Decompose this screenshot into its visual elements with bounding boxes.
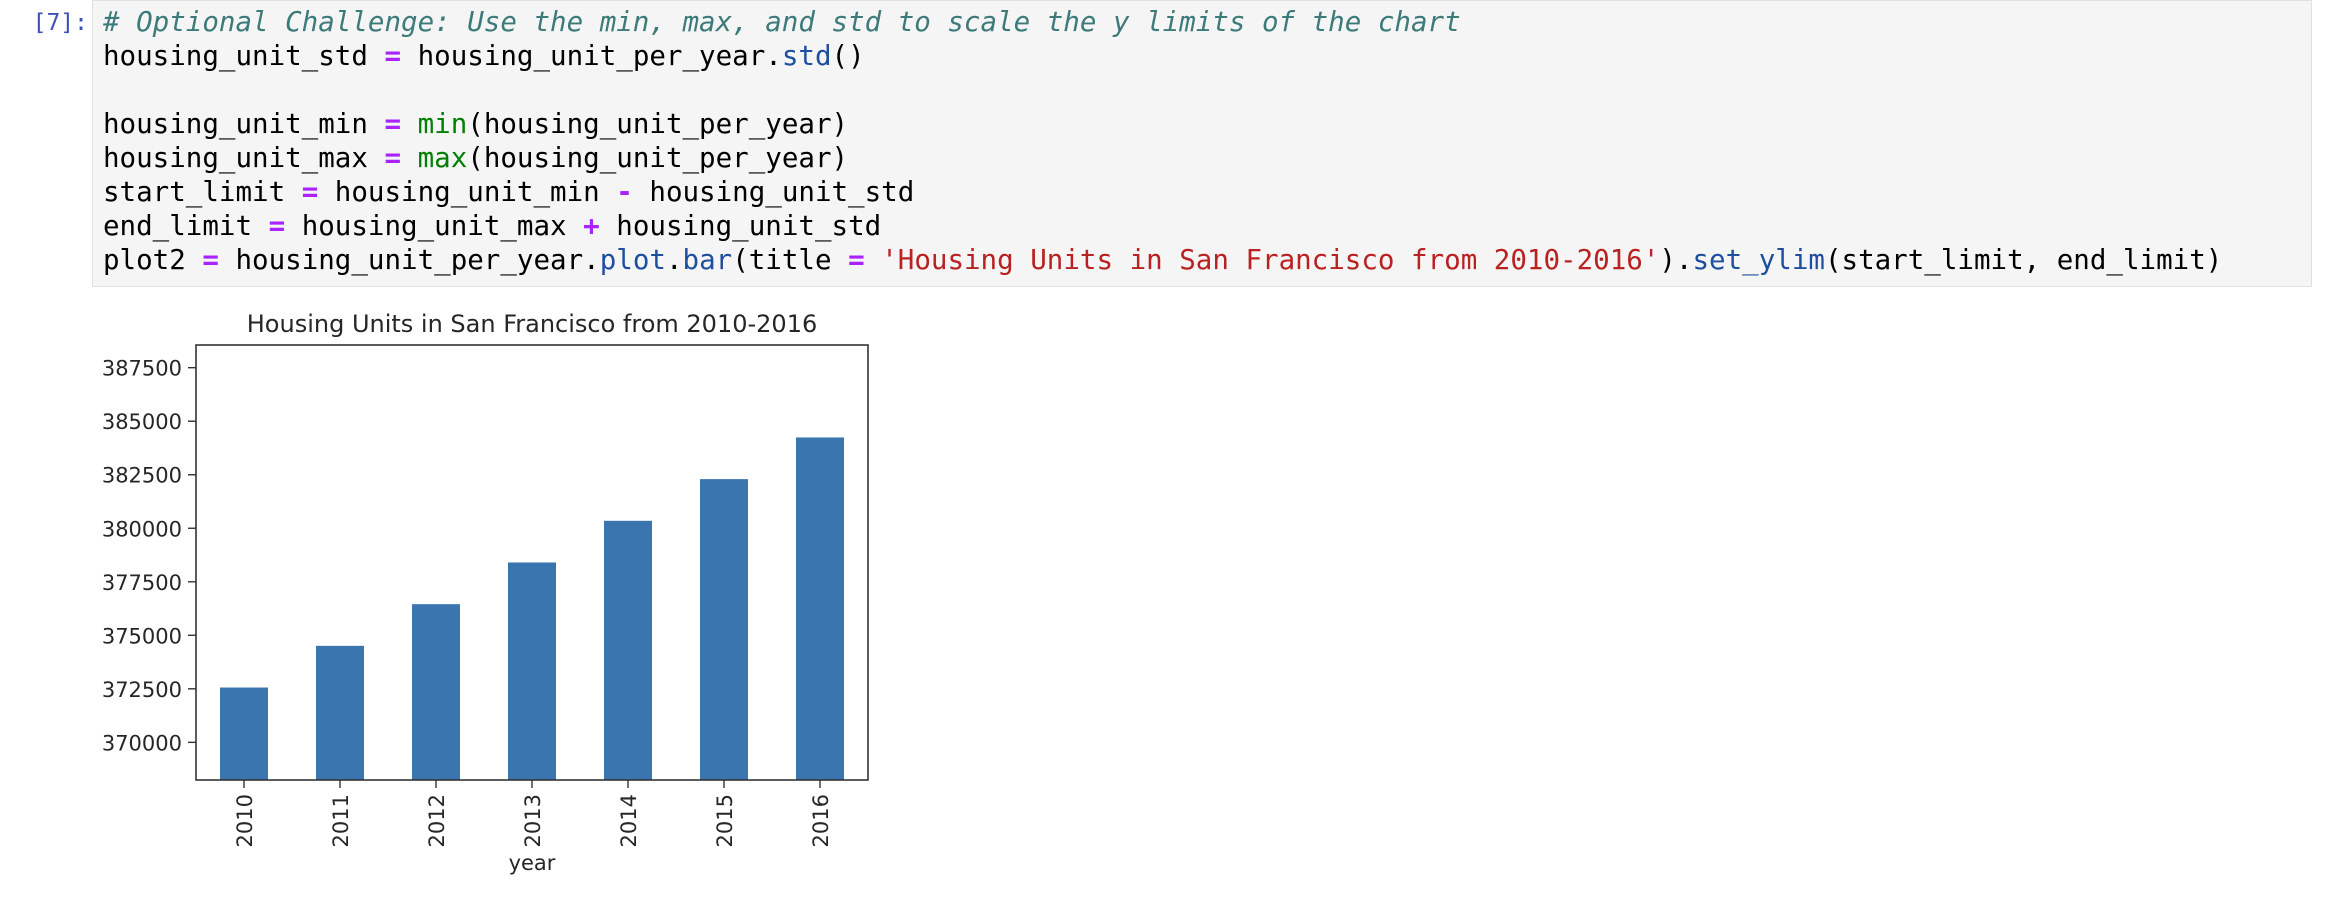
code-token: () — [831, 40, 865, 72]
code-token: 'Housing Units in San Francisco from 201… — [881, 244, 1660, 276]
code-token: std — [781, 40, 832, 72]
x-axis-label: year — [509, 851, 556, 875]
code-token: ). — [1659, 244, 1693, 276]
code-line: start_limit = housing_unit_min - housing… — [103, 175, 2222, 209]
code-token: housing_unit_min — [318, 176, 617, 208]
code-token: (housing_unit_per_year) — [467, 142, 849, 174]
bar-2014 — [604, 520, 652, 780]
code-token: housing_unit_max — [103, 142, 385, 174]
x-tick-label: 2011 — [329, 794, 353, 847]
code-token: . — [665, 244, 683, 276]
code-token: = — [301, 176, 319, 208]
code-token: + — [583, 210, 600, 242]
x-tick-label: 2010 — [233, 794, 257, 847]
code-token: housing_unit_per_year. — [218, 244, 600, 276]
y-tick-label: 380000 — [102, 517, 182, 541]
y-tick-label: 387500 — [102, 357, 182, 381]
code-token: = — [384, 108, 402, 140]
x-tick-label: 2012 — [425, 794, 449, 847]
bar-2016 — [796, 437, 844, 780]
code-token: # Optional Challenge: Use the min, max, … — [103, 6, 1461, 38]
code-token: housing_unit_std — [599, 210, 882, 242]
bar-2015 — [700, 479, 748, 780]
code-line: housing_unit_min = min(housing_unit_per_… — [103, 107, 2222, 141]
code-token: (title — [732, 244, 849, 276]
code-token: housing_unit_per_year. — [401, 40, 782, 72]
code-token: housing_unit_std — [103, 40, 385, 72]
code-token: housing_unit_max — [285, 210, 584, 242]
code-token: - — [616, 176, 633, 208]
code-token: min — [417, 108, 468, 140]
code-token: = — [848, 244, 865, 276]
code-line: end_limit = housing_unit_max + housing_u… — [103, 209, 2222, 243]
x-tick-label: 2015 — [713, 794, 737, 847]
code-editor[interactable]: # Optional Challenge: Use the min, max, … — [103, 5, 2222, 277]
bar-2013 — [508, 562, 556, 780]
y-tick-label: 382500 — [102, 464, 182, 488]
code-token: (start_limit, end_limit) — [1824, 244, 2223, 276]
code-token: bar — [682, 244, 733, 276]
code-token: = — [384, 142, 402, 174]
bar-2012 — [412, 604, 460, 780]
code-token: set_ylim — [1692, 244, 1825, 276]
code-token: housing_unit_std — [632, 176, 915, 208]
x-tick-label: 2014 — [617, 794, 641, 847]
code-token: = — [202, 244, 219, 276]
chart-output: Housing Units in San Francisco from 2010… — [0, 290, 900, 890]
code-line — [103, 73, 2222, 107]
code-token: housing_unit_min — [103, 108, 385, 140]
y-tick-label: 375000 — [102, 624, 182, 648]
code-token: = — [268, 210, 286, 242]
bar-chart: Housing Units in San Francisco from 2010… — [102, 310, 869, 875]
bar-2011 — [316, 645, 364, 780]
x-tick-label: 2016 — [809, 794, 833, 847]
code-token: plot2 — [103, 244, 203, 276]
code-token: end_limit — [103, 210, 269, 242]
code-token — [865, 244, 882, 276]
code-token: (housing_unit_per_year) — [467, 108, 849, 140]
code-token: = — [384, 40, 402, 72]
code-cell[interactable]: # Optional Challenge: Use the min, max, … — [92, 0, 2312, 287]
code-line: plot2 = housing_unit_per_year.plot.bar(t… — [103, 243, 2222, 277]
y-tick-label: 372500 — [102, 678, 182, 702]
code-token: start_limit — [103, 176, 302, 208]
code-token: plot — [599, 244, 666, 276]
cell-prompt: [7]: — [32, 10, 88, 36]
code-line: housing_unit_max = max(housing_unit_per_… — [103, 141, 2222, 175]
code-token — [401, 142, 418, 174]
y-tick-label: 385000 — [102, 410, 182, 434]
code-token: max — [417, 142, 468, 174]
code-line: housing_unit_std = housing_unit_per_year… — [103, 39, 2222, 73]
bar-2010 — [220, 687, 268, 780]
x-tick-label: 2013 — [521, 794, 545, 847]
code-token — [401, 108, 418, 140]
y-tick-label: 370000 — [102, 731, 182, 755]
chart-title: Housing Units in San Francisco from 2010… — [247, 310, 817, 338]
y-tick-label: 377500 — [102, 571, 182, 595]
code-line: # Optional Challenge: Use the min, max, … — [103, 5, 2222, 39]
